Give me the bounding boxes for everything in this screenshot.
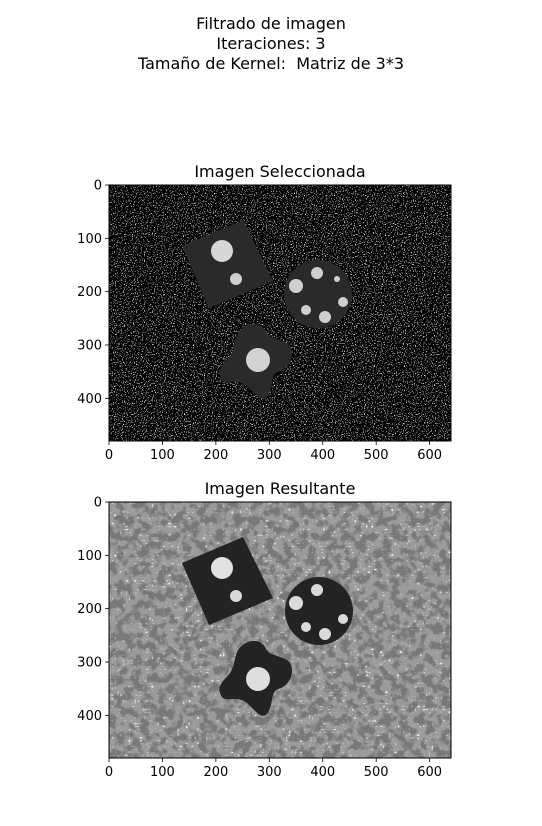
shape-blob-1 bbox=[219, 323, 293, 399]
x-tick-label: 300 bbox=[257, 448, 282, 463]
y-tick-label: 300 bbox=[77, 339, 102, 354]
axes-title-imagen-seleccionada: Imagen Seleccionada bbox=[194, 162, 365, 181]
image-resultante bbox=[109, 502, 451, 758]
suptitle-line-1: Filtrado de imagen bbox=[196, 14, 346, 33]
shape-disk-1 bbox=[284, 260, 352, 328]
x-tick-label: 100 bbox=[150, 765, 175, 780]
axes-ticks: 0 100 200 300 400 500 600 0 100 200 300 400 bbox=[77, 496, 442, 781]
x-tick-label: 0 bbox=[105, 448, 113, 463]
x-tick-label: 0 bbox=[105, 765, 113, 780]
image-seleccionada bbox=[109, 185, 451, 441]
y-tick-label: 0 bbox=[94, 496, 102, 511]
y-tick-label: 400 bbox=[77, 392, 102, 407]
axes-imagen-seleccionada: Imagen Seleccionada bbox=[77, 162, 452, 464]
y-tick-label: 0 bbox=[94, 179, 102, 194]
shape-square-2 bbox=[182, 537, 273, 625]
x-tick-label: 600 bbox=[417, 448, 442, 463]
x-tick-label: 400 bbox=[310, 765, 335, 780]
shape-blob-2 bbox=[219, 640, 293, 716]
y-tick-label: 400 bbox=[77, 709, 102, 724]
x-tick-label: 500 bbox=[364, 765, 389, 780]
axes-frame bbox=[108, 501, 452, 759]
y-tick-label: 200 bbox=[77, 285, 102, 300]
x-tick-label: 300 bbox=[257, 765, 282, 780]
axes-imagen-resultante: Imagen Resultante bbox=[77, 479, 452, 781]
x-tick-label: 200 bbox=[203, 765, 228, 780]
x-tick-label: 500 bbox=[364, 448, 389, 463]
x-tick-label: 100 bbox=[150, 448, 175, 463]
suptitle-line-2: Iteraciones: 3 bbox=[216, 34, 326, 53]
x-tick-label: 600 bbox=[417, 765, 442, 780]
figure-suptitle: Filtrado de imagen Iteraciones: 3 Tamaño… bbox=[0, 14, 542, 74]
y-tick-label: 200 bbox=[77, 602, 102, 617]
x-tick-label: 400 bbox=[310, 448, 335, 463]
shape-square-1 bbox=[182, 220, 273, 308]
axes-ticks: 0 100 200 300 400 500 600 0 100 200 300 400 bbox=[77, 179, 442, 464]
x-tick-label: 200 bbox=[203, 448, 228, 463]
shape-disk-2 bbox=[285, 577, 353, 645]
axes-title-imagen-resultante: Imagen Resultante bbox=[205, 479, 356, 498]
axes-frame bbox=[108, 184, 452, 442]
suptitle-line-3: Tamaño de Kernel: Matriz de 3*3 bbox=[137, 54, 405, 73]
y-tick-label: 100 bbox=[77, 232, 102, 247]
y-tick-label: 300 bbox=[77, 656, 102, 671]
y-tick-label: 100 bbox=[77, 549, 102, 564]
